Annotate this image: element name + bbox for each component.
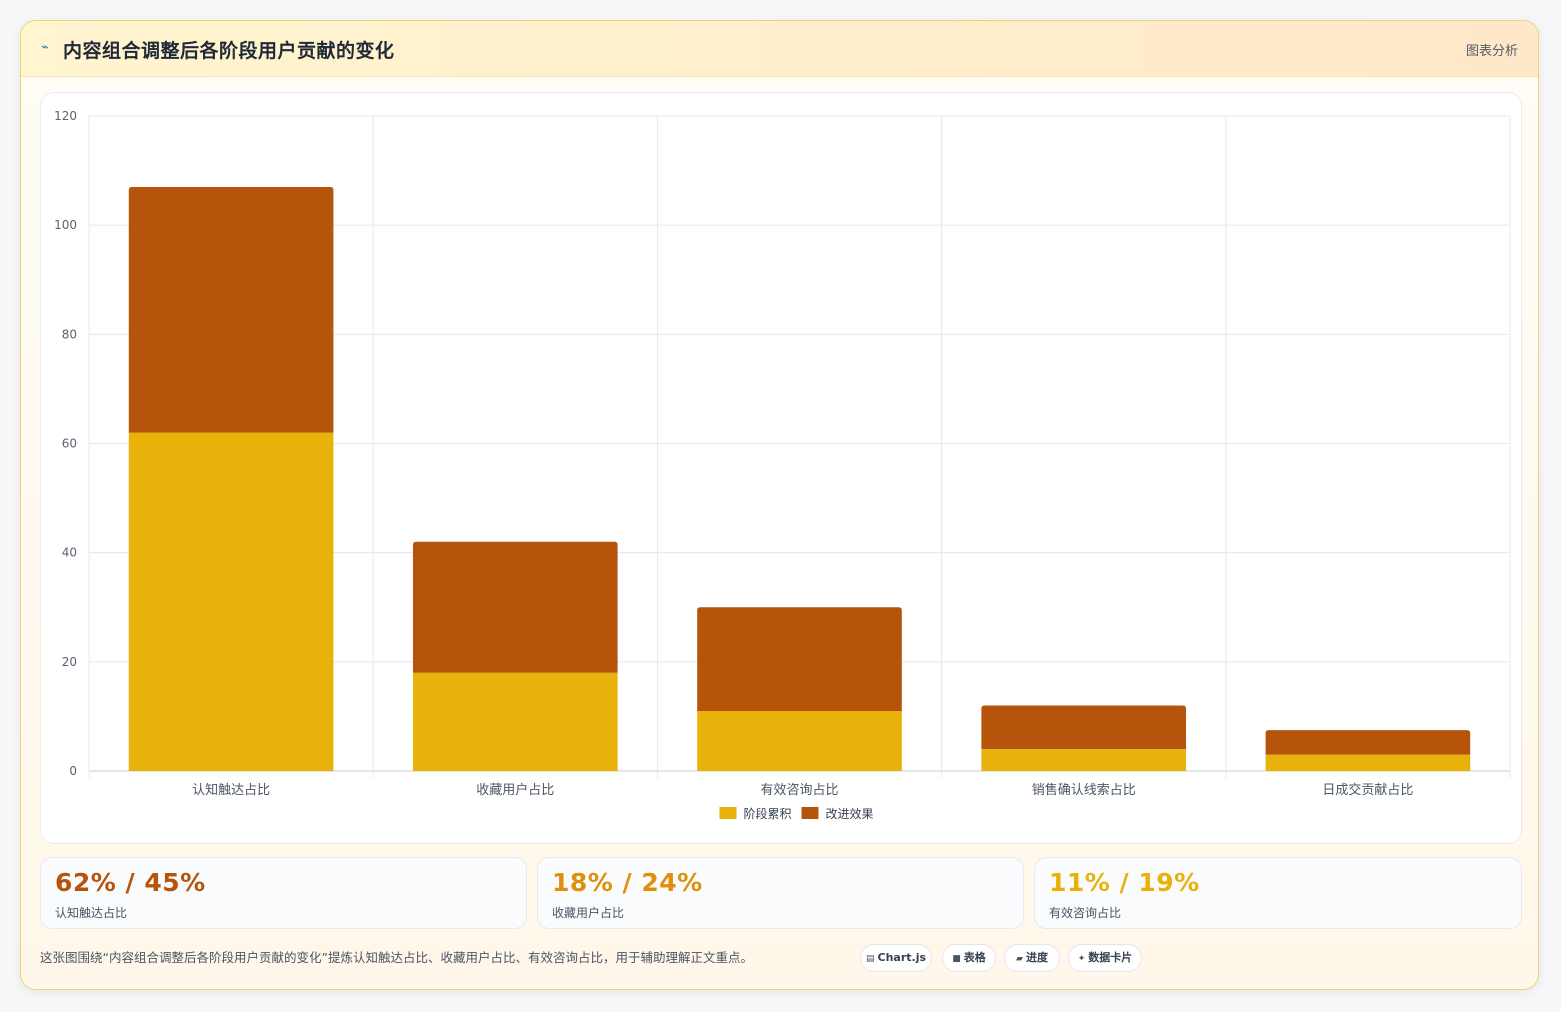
y-tick-label: 100 xyxy=(54,218,77,232)
stat-value: 62% / 45% xyxy=(55,868,206,897)
chart-card: 0 20 40 60 80 100 120 认知触达占比 收藏用户占比 有效咨询占比 销售确认线索… xyxy=(40,92,1522,844)
legend-swatch xyxy=(801,807,819,819)
panel-title: 内容组合调整后各阶段用户贡献的变化 xyxy=(63,40,395,62)
bar-segment-2[interactable] xyxy=(697,607,902,711)
x-tick-label: 日成交贡献占比 xyxy=(1322,782,1413,798)
stat-label: 认知触达占比 xyxy=(55,906,128,920)
y-tick-label: 40 xyxy=(62,546,77,560)
bar-segment-1[interactable] xyxy=(128,432,334,771)
stat-card-awareness: 62% / 45% 认知触达占比 xyxy=(40,857,527,929)
stat-label: 有效咨询占比 xyxy=(1049,906,1122,920)
bar-segment-1[interactable] xyxy=(981,749,1187,771)
sparkle-icon: ✦ xyxy=(1077,954,1086,964)
y-tick-label: 120 xyxy=(54,109,77,123)
legend-label[interactable]: 阶段累积 xyxy=(744,806,792,821)
stat-card-inquiries: 11% / 19% 有效咨询占比 xyxy=(1034,857,1522,929)
pill-progress[interactable]: ▰ 进度 xyxy=(1004,944,1060,972)
stacked-bar-chart: 0 20 40 60 80 100 120 认知触达占比 收藏用户占比 有效咨询占比 销售确认线索… xyxy=(54,109,1511,821)
bar-segment-2[interactable] xyxy=(981,705,1187,750)
bar-layer xyxy=(128,186,1471,771)
bar-segment-2[interactable] xyxy=(412,541,618,673)
chart-description: 这张图围绕“内容组合调整后各阶段用户贡献的变化”提炼认知触达占比、收藏用户占比、… xyxy=(40,950,753,965)
y-tick-label: 0 xyxy=(69,764,77,778)
stat-value: 11% / 19% xyxy=(1049,868,1200,897)
x-tick-label: 有效咨询占比 xyxy=(760,783,838,798)
y-tick-label: 60 xyxy=(62,437,77,451)
pill-data-cards[interactable]: ✦ 数据卡片 xyxy=(1068,944,1142,972)
x-tick-label: 销售确认线索占比 xyxy=(1032,782,1136,798)
chart-icon: ▤ xyxy=(865,954,875,964)
pill-table[interactable]: ■ 表格 xyxy=(942,944,996,972)
bar-segment-1[interactable] xyxy=(697,710,902,771)
pill-label: 进度 xyxy=(1025,951,1048,964)
stat-value: 18% / 24% xyxy=(552,868,703,897)
bar-segment-2[interactable] xyxy=(128,186,334,433)
chart-panel: ⌁ 内容组合调整后各阶段用户贡献的变化 图表分析 0 20 40 60 80 100 120… xyxy=(20,20,1539,990)
pill-label: 表格 xyxy=(963,951,986,964)
x-tick-label: 认知触达占比 xyxy=(192,782,270,798)
pill-label: Chart.js xyxy=(877,951,927,964)
pill-label: 数据卡片 xyxy=(1088,951,1133,964)
bar-segment-2[interactable] xyxy=(1265,730,1471,755)
x-tick-label: 收藏用户占比 xyxy=(476,782,554,798)
y-axis-layer: 0 20 40 60 80 100 120 xyxy=(54,109,77,778)
stat-card-favorites: 18% / 24% 收藏用户占比 xyxy=(537,857,1024,929)
table-icon: ■ xyxy=(952,954,961,964)
bar-segment-1[interactable] xyxy=(412,672,618,771)
stat-label: 收藏用户占比 xyxy=(552,906,625,920)
x-axis-layer: 认知触达占比 收藏用户占比 有效咨询占比 销售确认线索占比 日成交贡献占比 xyxy=(192,782,1413,798)
panel-header: ⌁ 内容组合调整后各阶段用户贡献的变化 图表分析 xyxy=(21,21,1538,77)
y-tick-label: 20 xyxy=(62,655,77,669)
bar-segment-1[interactable] xyxy=(1265,754,1471,771)
progress-icon: ▰ xyxy=(1016,954,1023,964)
chart-line-icon: ⌁ xyxy=(41,40,49,55)
legend-label[interactable]: 改进效果 xyxy=(826,806,874,821)
y-tick-label: 80 xyxy=(62,327,77,341)
chart-analysis-label: 图表分析 xyxy=(1465,44,1518,59)
legend-layer: 阶段累积 改进效果 xyxy=(719,806,874,821)
legend-swatch xyxy=(719,807,737,819)
pill-chartjs[interactable]: ▤ Chart.js xyxy=(860,944,932,972)
